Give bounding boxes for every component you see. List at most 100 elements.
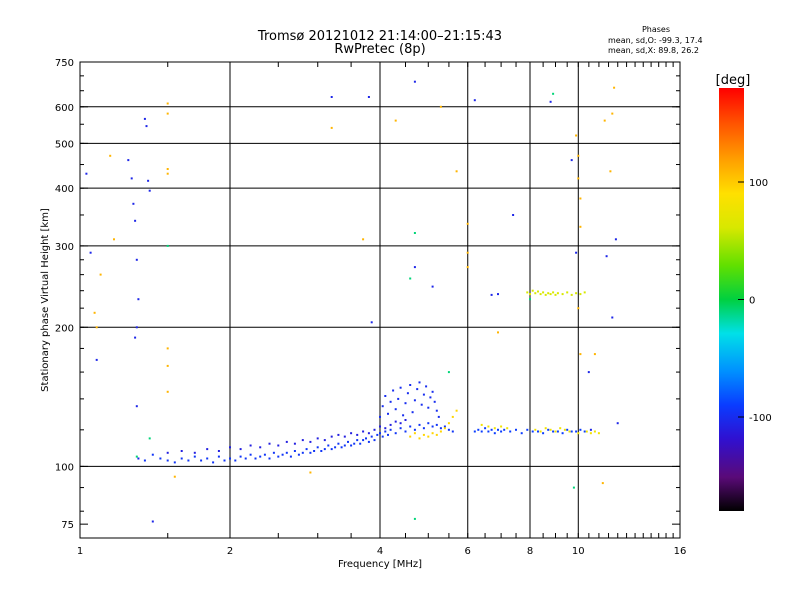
data-point bbox=[340, 446, 343, 449]
data-point bbox=[373, 428, 376, 431]
data-point bbox=[433, 400, 436, 403]
data-point bbox=[309, 451, 312, 454]
data-point bbox=[534, 428, 537, 431]
data-point bbox=[350, 432, 353, 435]
data-point bbox=[420, 403, 423, 406]
data-point bbox=[422, 427, 425, 430]
data-point bbox=[455, 409, 458, 412]
data-point bbox=[570, 430, 573, 433]
data-point bbox=[466, 222, 469, 225]
data-point bbox=[531, 430, 534, 433]
data-point bbox=[480, 430, 483, 433]
data-point bbox=[404, 430, 407, 433]
phases-o-stats: mean, sd,O: -99.3, 17.4 bbox=[608, 36, 703, 45]
data-point bbox=[556, 292, 559, 295]
data-point bbox=[579, 353, 582, 356]
data-point bbox=[109, 154, 112, 157]
data-point bbox=[443, 425, 446, 428]
data-point bbox=[404, 402, 407, 405]
data-point bbox=[166, 451, 169, 454]
data-point bbox=[135, 258, 138, 261]
data-point bbox=[323, 448, 326, 451]
data-point bbox=[301, 451, 304, 454]
data-point bbox=[534, 292, 537, 295]
data-point bbox=[135, 455, 138, 458]
data-point bbox=[583, 430, 586, 433]
data-point bbox=[542, 432, 545, 435]
data-point bbox=[554, 293, 557, 296]
data-point bbox=[367, 440, 370, 443]
data-point bbox=[353, 442, 356, 445]
data-point bbox=[330, 448, 333, 451]
data-point bbox=[193, 451, 196, 454]
data-point bbox=[289, 455, 292, 458]
data-point bbox=[239, 448, 242, 451]
data-point bbox=[159, 457, 162, 460]
data-point bbox=[166, 347, 169, 350]
data-point bbox=[503, 428, 506, 431]
data-point bbox=[549, 100, 552, 103]
data-point bbox=[381, 435, 384, 438]
colorbar-tick-label: -100 bbox=[749, 413, 772, 424]
data-point bbox=[431, 390, 434, 393]
data-point bbox=[447, 422, 450, 425]
data-point bbox=[381, 405, 384, 408]
data-point bbox=[490, 428, 493, 431]
data-point bbox=[316, 437, 319, 440]
data-point bbox=[384, 395, 387, 397]
x-axis-label: Frequency [MHz] bbox=[338, 559, 422, 570]
data-point bbox=[223, 459, 226, 462]
data-point bbox=[384, 430, 387, 433]
data-point bbox=[561, 432, 564, 435]
data-point bbox=[593, 353, 596, 356]
data-point bbox=[537, 290, 539, 293]
data-point bbox=[268, 442, 271, 445]
data-point bbox=[439, 430, 442, 433]
data-point bbox=[285, 440, 288, 443]
data-point bbox=[587, 371, 590, 374]
data-point bbox=[466, 251, 469, 254]
data-point bbox=[134, 336, 137, 339]
data-point bbox=[500, 430, 503, 433]
data-point bbox=[549, 293, 552, 296]
data-point bbox=[439, 105, 442, 108]
data-point bbox=[316, 446, 319, 449]
data-point bbox=[466, 266, 469, 269]
chart-subtitle: RwPretec (8p) bbox=[334, 42, 425, 57]
data-point bbox=[313, 450, 316, 452]
data-point bbox=[575, 134, 578, 137]
data-point bbox=[180, 450, 183, 452]
data-point bbox=[601, 482, 604, 485]
data-point bbox=[577, 177, 580, 180]
x-axis-ticks: 1 2 4 6 8 10 16 bbox=[77, 62, 686, 557]
data-point bbox=[166, 172, 169, 175]
data-point bbox=[404, 419, 407, 421]
data-point bbox=[249, 453, 252, 456]
data-point bbox=[497, 428, 499, 431]
data-point bbox=[579, 225, 582, 228]
data-point bbox=[431, 425, 434, 428]
data-point bbox=[147, 179, 150, 182]
x-tick-label: 8 bbox=[527, 546, 533, 557]
data-point bbox=[99, 273, 102, 276]
data-point bbox=[259, 455, 262, 458]
data-point bbox=[497, 331, 499, 334]
data-point bbox=[427, 422, 430, 425]
data-point bbox=[418, 381, 421, 384]
data-point bbox=[95, 326, 98, 329]
data-point bbox=[427, 406, 430, 409]
data-point bbox=[559, 427, 562, 430]
data-point bbox=[206, 457, 209, 460]
data-point bbox=[277, 444, 280, 447]
colorbar-tick-label: 0 bbox=[749, 296, 755, 307]
data-point bbox=[431, 285, 434, 288]
data-point bbox=[575, 430, 578, 433]
data-point bbox=[330, 126, 333, 129]
data-point bbox=[613, 86, 616, 89]
y-tick-label: 400 bbox=[55, 184, 74, 195]
data-point bbox=[200, 459, 203, 462]
data-point bbox=[539, 430, 542, 433]
data-point bbox=[305, 448, 308, 451]
data-point bbox=[409, 435, 412, 438]
